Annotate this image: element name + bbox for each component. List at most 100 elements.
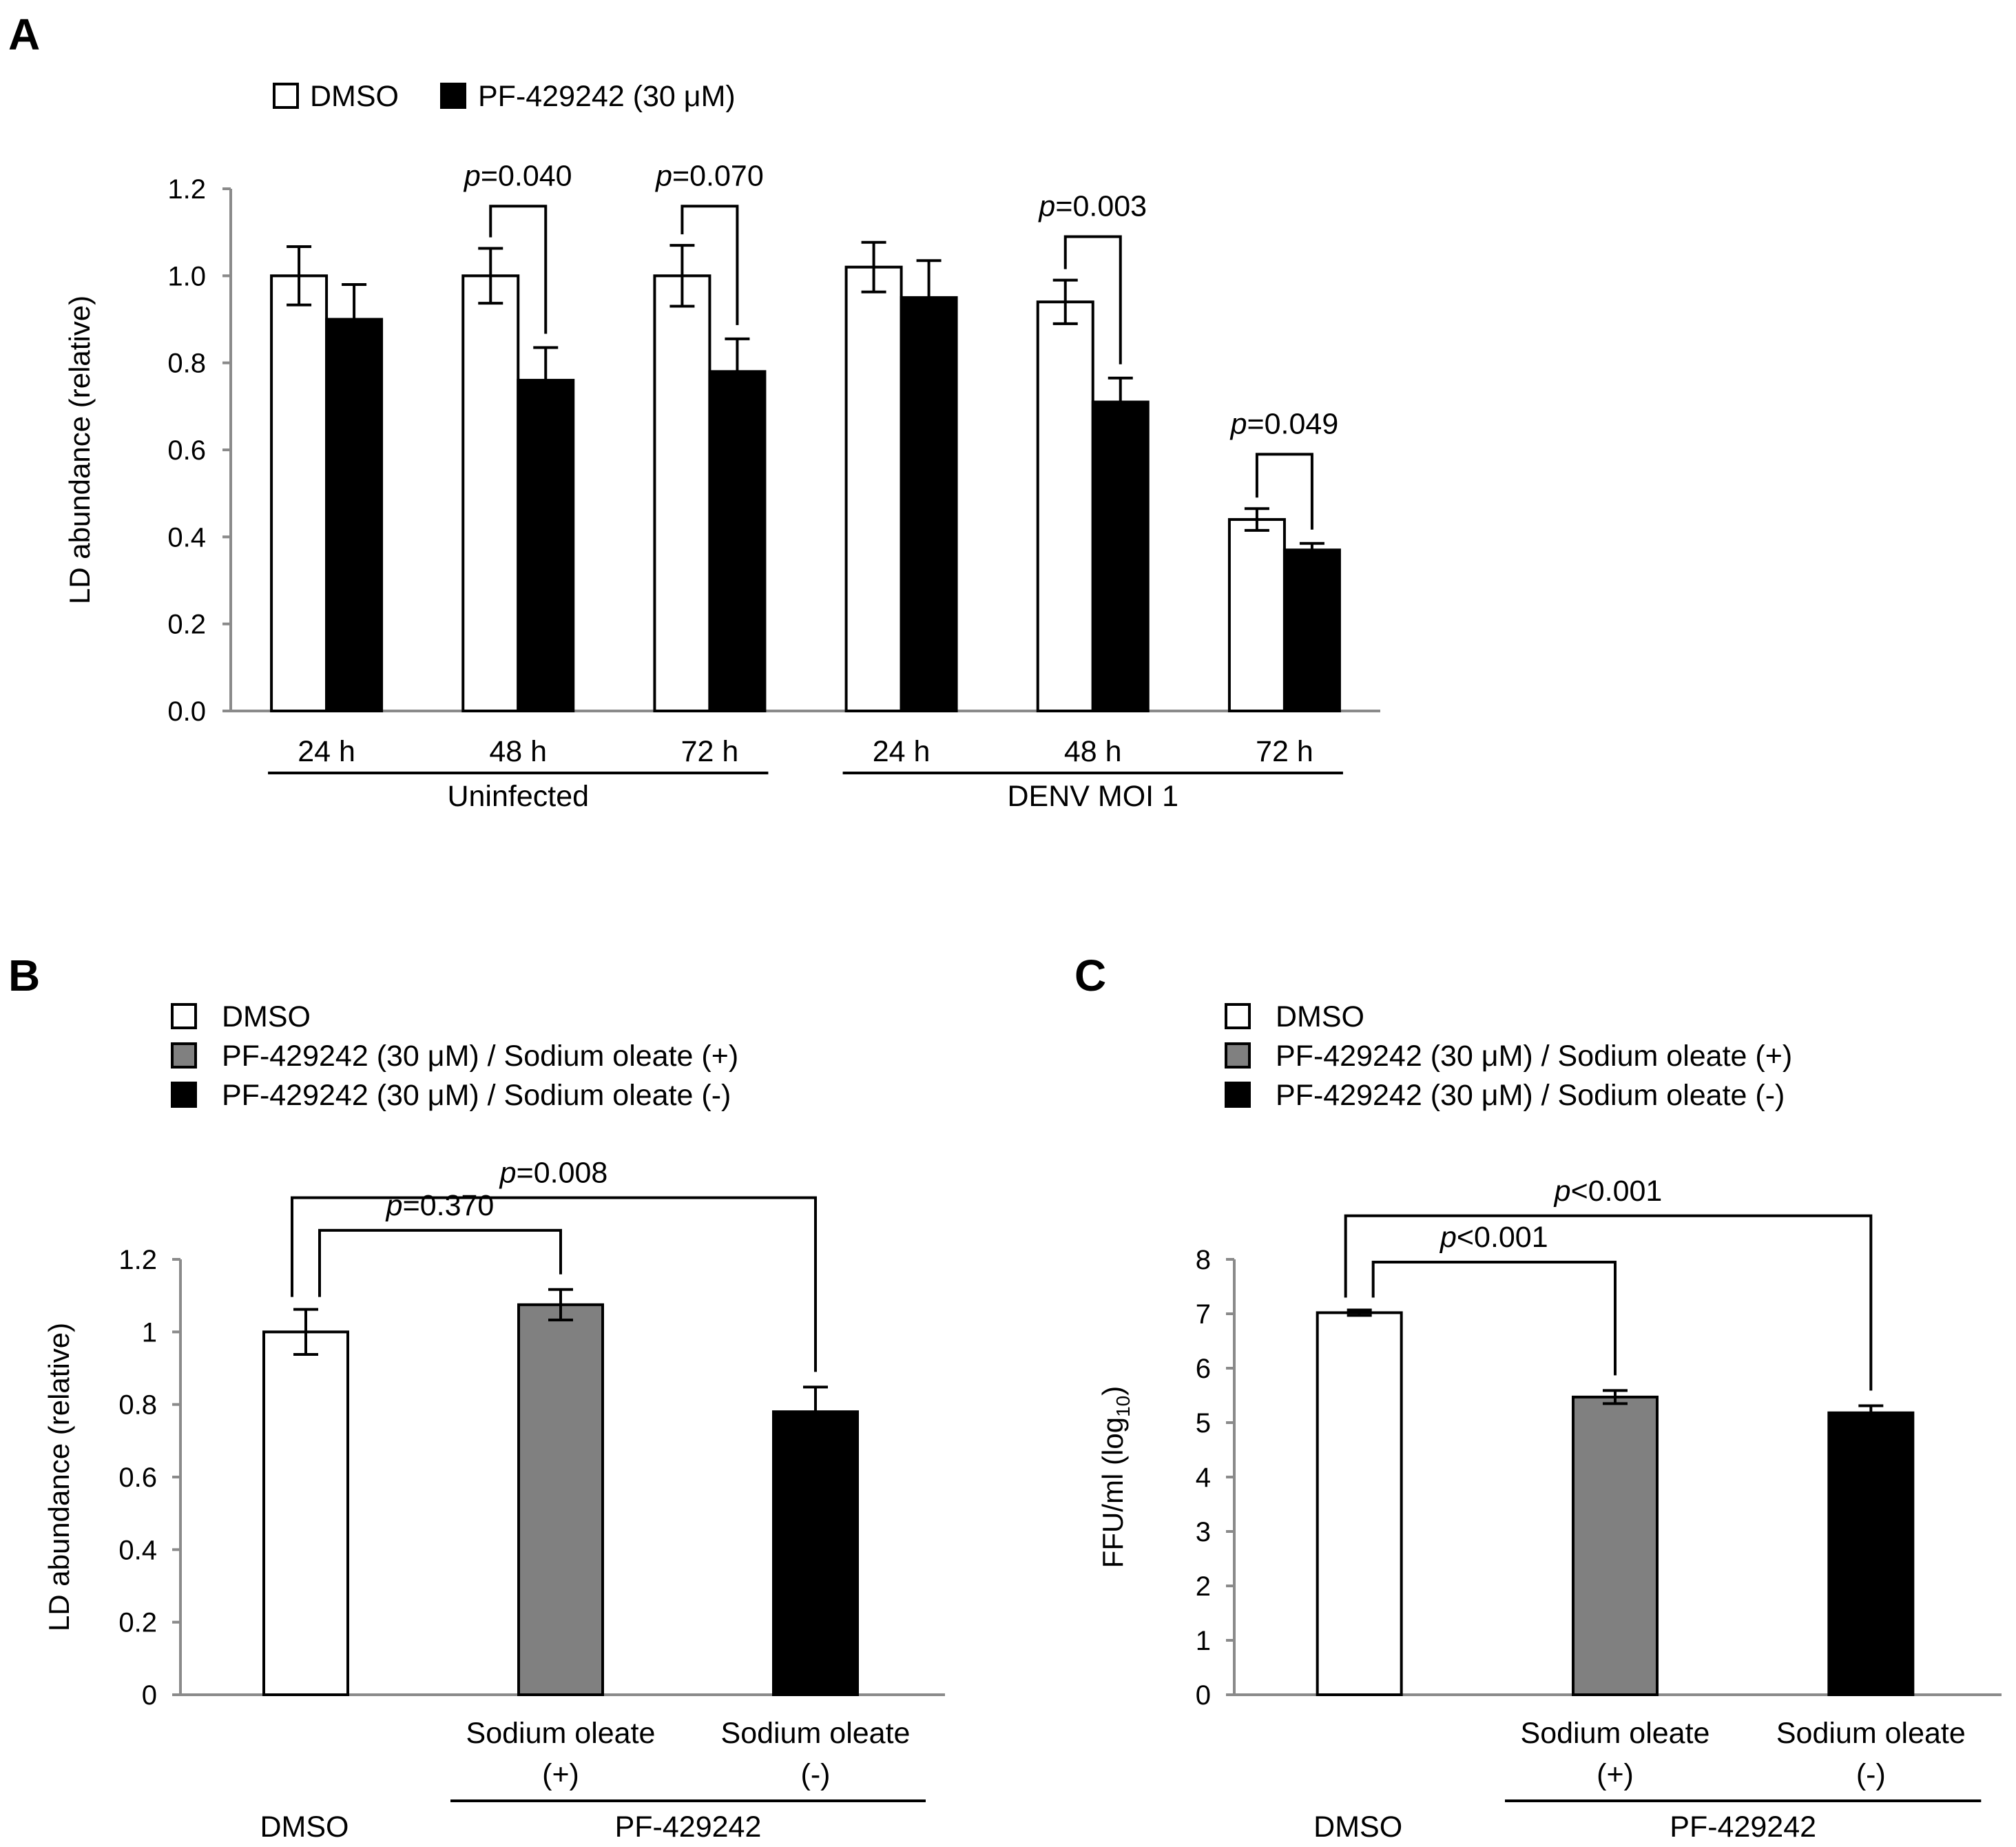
y-tick-label: 0 — [142, 1680, 157, 1711]
y-tick-label: 3 — [1196, 1517, 1211, 1547]
bar-pf — [325, 318, 384, 712]
category-label-line1: Sodium oleate — [1521, 1717, 1710, 1750]
p-value-label: p=0.049 — [1229, 407, 1339, 440]
significance-bracket — [318, 1228, 562, 1297]
y-tick-label: 0 — [1196, 1680, 1211, 1711]
y-tick-label: 1.0 — [167, 261, 206, 291]
bottom-label-group: PF-429242 — [615, 1810, 762, 1844]
p-value-label: p=0.008 — [499, 1156, 608, 1189]
bar — [1572, 1395, 1659, 1696]
significance-bracket — [1255, 453, 1313, 530]
bar-dmso — [1227, 518, 1286, 712]
bar-dmso — [270, 274, 329, 713]
y-tick-label: 0.2 — [167, 610, 206, 640]
y-tick-label: 0.4 — [167, 522, 206, 553]
bar-pf — [1282, 548, 1341, 712]
category-label: 48 h — [489, 735, 547, 768]
y-tick-label: 0.4 — [118, 1535, 157, 1565]
bar-dmso — [1036, 300, 1094, 712]
y-tick-label: 6 — [1196, 1354, 1211, 1384]
y-tick-label: 4 — [1196, 1463, 1211, 1493]
y-tick-label: 0.2 — [118, 1608, 157, 1638]
category-label: 72 h — [681, 735, 739, 768]
legend-label-dmso: DMSO — [222, 1000, 311, 1033]
category-label-line1: Sodium oleate — [721, 1717, 911, 1750]
panel-a: A DMSO PF-429242 (30 μM) 0.0 0.2 0.4 0.6 0.8 1.0… — [8, 10, 1380, 813]
category-label-line2: (-) — [1856, 1758, 1886, 1791]
legend-label-dmso: DMSO — [310, 80, 399, 113]
category-label-line2: (+) — [1597, 1758, 1634, 1791]
panel-c: C DMSO PF-429242 (30 μM) / Sodium oleate (… — [1074, 951, 2002, 1844]
legend-label-pf-oleate-plus: PF-429242 (30 μM) / Sodium oleate (+) — [222, 1040, 738, 1073]
y-tick-label: 2 — [1196, 1571, 1211, 1602]
category-label: 24 h — [873, 735, 931, 768]
y-tick-label: 0.8 — [118, 1390, 157, 1421]
category-label-line1: Sodium oleate — [466, 1717, 656, 1750]
legend-label-pf: PF-429242 (30 μM) — [478, 80, 736, 113]
legend-swatch-dmso — [171, 1003, 197, 1029]
significance-bracket — [291, 1196, 817, 1372]
bar — [1316, 1311, 1403, 1697]
legend-swatch-pf — [440, 83, 466, 109]
significance-bracket — [1344, 1214, 1873, 1391]
legend-label-pf-oleate-minus: PF-429242 (30 μM) / Sodium oleate (-) — [222, 1079, 731, 1112]
y-tick-label: 0.8 — [167, 349, 206, 379]
bar-dmso — [461, 274, 520, 713]
y-tick-label: 0.6 — [118, 1463, 157, 1493]
y-axis-label: LD abundance (relative) — [43, 1323, 75, 1631]
category-label-line2: (-) — [801, 1758, 831, 1791]
group-label: Uninfected — [447, 780, 589, 813]
category-label-line1: Sodium oleate — [1776, 1717, 1966, 1750]
legend-swatch-pf-oleate-minus — [171, 1082, 197, 1108]
y-tick-label: 5 — [1196, 1408, 1211, 1438]
bar-dmso — [844, 265, 903, 712]
y-tick-label: 1.2 — [118, 1245, 157, 1275]
legend-swatch-pf-oleate-plus — [171, 1042, 197, 1069]
legend-swatch-pf-oleate-minus — [1225, 1082, 1251, 1108]
bar — [517, 1303, 604, 1697]
bar-dmso — [653, 274, 711, 713]
significance-bracket — [1063, 235, 1122, 364]
legend-label-dmso: DMSO — [1276, 1000, 1364, 1033]
significance-bracket — [680, 205, 739, 325]
bar-pf — [1091, 400, 1150, 712]
legend-label-pf-oleate-minus: PF-429242 (30 μM) / Sodium oleate (-) — [1276, 1079, 1785, 1112]
y-tick-label: 7 — [1196, 1299, 1211, 1330]
p-value-label: p=0.003 — [1037, 189, 1147, 223]
bottom-label-dmso: DMSO — [260, 1810, 349, 1844]
category-label-line2: (+) — [542, 1758, 579, 1791]
y-tick-label: 1 — [1196, 1626, 1211, 1656]
bottom-label-group: PF-429242 — [1670, 1810, 1816, 1844]
y-tick-label: 1.2 — [167, 174, 206, 205]
y-tick-label: 0.0 — [167, 697, 206, 727]
p-value-label: p<0.001 — [1553, 1175, 1663, 1208]
p-value-label: p<0.001 — [1439, 1221, 1548, 1254]
bar — [262, 1330, 349, 1697]
y-axis-label: FFU/ml (log10) — [1097, 1386, 1134, 1569]
bar — [1827, 1411, 1915, 1697]
panel-label-c: C — [1074, 951, 1106, 1000]
panel-label-a: A — [8, 10, 40, 59]
category-label: 24 h — [298, 735, 355, 768]
p-value-label: p=0.070 — [654, 159, 764, 192]
significance-bracket — [489, 205, 548, 334]
legend-swatch-dmso — [273, 83, 299, 109]
category-label: 48 h — [1064, 735, 1122, 768]
y-axis-label: LD abundance (relative) — [63, 296, 96, 604]
p-value-label: p=0.370 — [385, 1189, 495, 1222]
bar-pf — [708, 370, 767, 712]
y-tick-label: 1 — [142, 1317, 157, 1348]
legend-label-pf-oleate-plus: PF-429242 (30 μM) / Sodium oleate (+) — [1276, 1040, 1792, 1073]
significance-bracket — [1371, 1260, 1617, 1376]
p-value-label: p=0.040 — [463, 159, 572, 192]
group-label: DENV MOI 1 — [1008, 780, 1179, 813]
y-tick-label: 0.6 — [167, 435, 206, 466]
legend-swatch-dmso — [1225, 1003, 1251, 1029]
bar — [772, 1410, 859, 1696]
y-tick-label: 8 — [1196, 1245, 1211, 1275]
category-label: 72 h — [1256, 735, 1313, 768]
panel-label-b: B — [8, 951, 40, 1000]
legend-swatch-pf-oleate-plus — [1225, 1042, 1251, 1069]
bar-pf — [900, 296, 958, 712]
